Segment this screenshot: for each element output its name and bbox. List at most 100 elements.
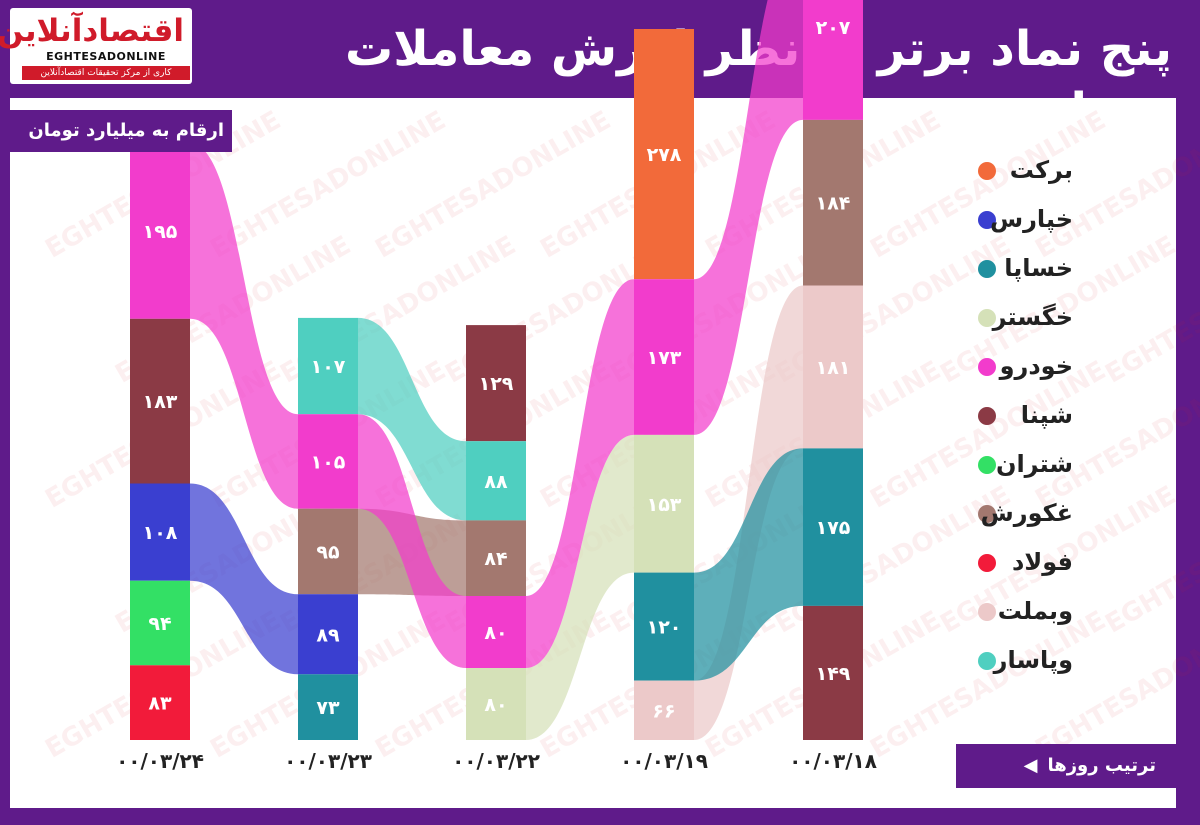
flow-band <box>190 483 298 675</box>
bar-segment <box>130 143 190 319</box>
legend-color-swatch <box>978 554 996 572</box>
data-label: ۷۳ <box>316 697 340 719</box>
bar-segment <box>634 29 694 280</box>
data-label: ۹۵ <box>316 541 340 563</box>
data-label: ۱۴۹ <box>816 663 851 685</box>
data-label: ۱۹۵ <box>143 221 178 243</box>
legend-label: برکت <box>1009 156 1073 184</box>
data-label: ۸۰ <box>484 694 507 716</box>
bar-segment <box>803 119 863 286</box>
logo-name-fa: اقتصادآنلاین <box>0 13 184 49</box>
legend-item: خساپا <box>978 248 1148 288</box>
arrow-left-icon: ◀ <box>1023 755 1038 776</box>
bar-segment <box>130 665 190 740</box>
legend-color-swatch <box>978 603 996 621</box>
legend-color-swatch <box>978 407 996 425</box>
legend-item: غکورش <box>978 493 1148 533</box>
bar-segment <box>803 285 863 449</box>
x-tick-label: ۰۰/۰۳/۱۸ <box>789 749 877 773</box>
bar-segment <box>803 0 863 120</box>
data-label: ۱۰۸ <box>143 522 178 544</box>
legend-item: خگستر <box>978 297 1148 337</box>
data-label: ۱۸۱ <box>816 357 851 379</box>
data-label: ۸۰ <box>484 622 507 644</box>
legend-label: خپارس <box>989 205 1073 233</box>
units-note: ارقام به میلیارد تومان <box>10 110 232 152</box>
logo-tagline: کاری از مرکز تحقیقات اقتصادآنلاین <box>22 66 190 80</box>
legend-item: وپاسار <box>978 640 1148 680</box>
bar-segment <box>803 605 863 740</box>
bar-segment <box>298 317 358 415</box>
legend-label: غکورش <box>980 499 1073 527</box>
legend-color-swatch <box>978 652 996 670</box>
data-label: ۱۵۳ <box>647 494 682 516</box>
x-tick-label: ۰۰/۰۳/۱۹ <box>620 749 708 773</box>
logo-name-en: EGHTESADONLINE <box>46 50 166 63</box>
data-label: ۸۸ <box>484 471 508 493</box>
legend-item: خودرو <box>978 346 1148 386</box>
bar-segment <box>634 680 694 740</box>
bar-segment <box>634 434 694 573</box>
x-tick-label: ۰۰/۰۳/۲۳ <box>284 749 372 773</box>
bar-segment <box>466 596 526 668</box>
flow-band <box>190 143 298 509</box>
data-label: ۱۸۴ <box>816 193 851 215</box>
legend-item: شتران <box>978 444 1148 484</box>
x-tick-label: ۰۰/۰۳/۲۲ <box>452 749 540 773</box>
bar-segment <box>130 580 190 666</box>
bar-segment <box>634 572 694 681</box>
data-label: ۱۰۷ <box>311 356 346 378</box>
flow-band <box>358 414 466 668</box>
legend-item: وبملت <box>978 591 1148 631</box>
legend-label: خساپا <box>1004 254 1073 282</box>
legend-label: شتران <box>995 450 1073 478</box>
legend-label: فولاد <box>1012 548 1073 576</box>
legend-label: شپنا <box>1020 401 1073 429</box>
bar-segment <box>298 594 358 675</box>
legend-label: خگستر <box>992 303 1073 331</box>
flows <box>190 0 803 740</box>
legend-color-swatch <box>978 162 996 180</box>
bar-segment <box>130 483 190 581</box>
data-label: ۱۷۳ <box>647 347 682 369</box>
data-label: ۱۰۵ <box>311 451 346 473</box>
flow-band <box>526 279 634 668</box>
data-label: ۹۴ <box>148 613 171 635</box>
bar-segment <box>298 508 358 595</box>
bar-segment <box>634 279 694 435</box>
data-label: ۱۷۵ <box>816 517 851 539</box>
flow-band <box>358 317 466 521</box>
day-order-label: ترتیب روزها <box>1047 755 1156 776</box>
data-label: ۱۸۳ <box>143 391 178 413</box>
bar-segment <box>466 520 526 596</box>
legend-color-swatch <box>978 505 996 523</box>
legend-item: فولاد <box>978 542 1148 582</box>
legend-color-swatch <box>978 309 996 327</box>
legend-label: وبملت <box>997 597 1073 625</box>
data-label: ۱۲۹ <box>479 373 514 395</box>
bar-segment <box>803 448 863 606</box>
legend-label: وپاسار <box>993 646 1073 674</box>
bar-segment <box>298 414 358 509</box>
x-tick-label: ۰۰/۰۳/۲۴ <box>116 749 204 773</box>
bar-segment <box>298 674 358 740</box>
legend-item: شپنا <box>978 395 1148 435</box>
flow-band <box>526 434 634 740</box>
data-label: ۱۲۰ <box>647 617 682 639</box>
data-label: ۸۴ <box>484 548 507 570</box>
data-label: ۲۰۷ <box>816 17 851 39</box>
bar-segment <box>466 668 526 740</box>
legend-item: خپارس <box>978 199 1148 239</box>
data-label: ۶۶ <box>652 700 675 722</box>
legend-label: خودرو <box>999 352 1073 380</box>
legend-color-swatch <box>978 456 996 474</box>
flow-band <box>694 448 803 681</box>
data-label: ۸۳ <box>148 693 172 715</box>
bar-segment <box>130 318 190 484</box>
bar-segment <box>466 325 526 442</box>
bar-segment <box>466 441 526 521</box>
data-label: ۸۹ <box>316 624 340 646</box>
flow-band <box>694 0 803 435</box>
legend-item: برکت <box>978 150 1148 190</box>
